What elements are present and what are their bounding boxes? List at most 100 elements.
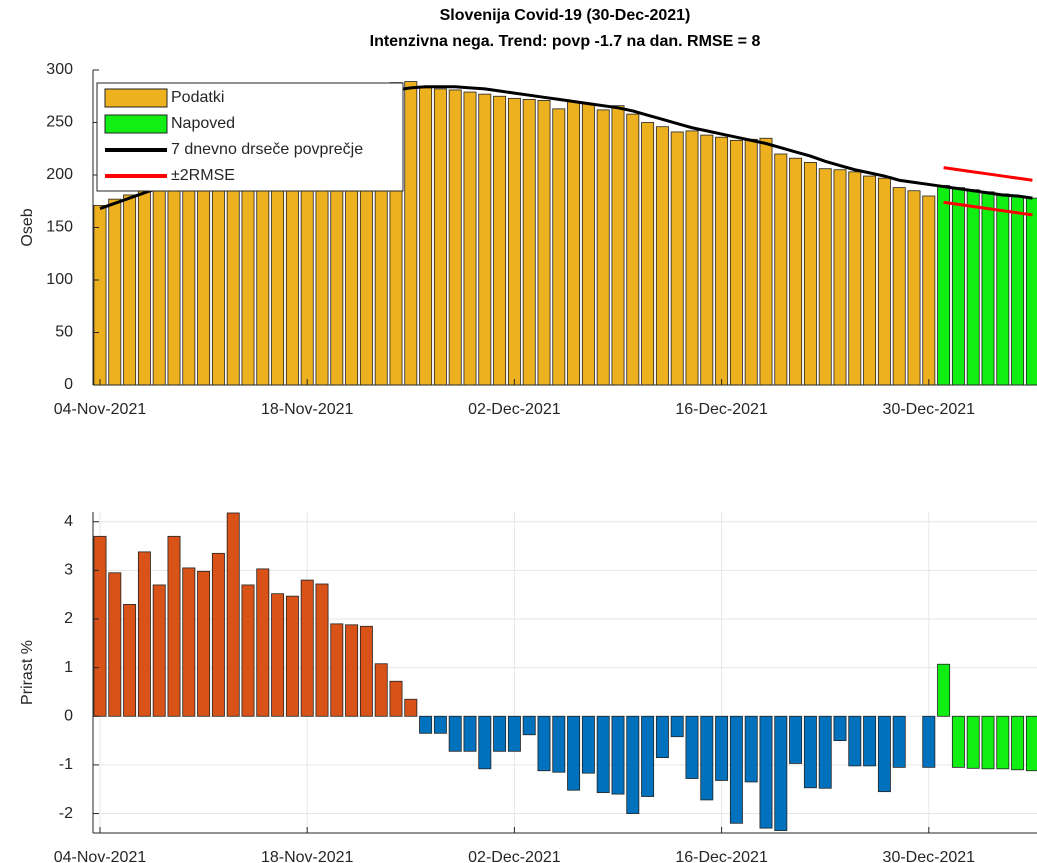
bar — [552, 108, 566, 386]
x-tick-label: 18-Nov-2021 — [261, 849, 354, 863]
y-tick-label: 50 — [55, 324, 73, 341]
bar — [951, 715, 965, 768]
bar — [759, 137, 773, 386]
chart-subtitle: Intenzivna nega. Trend: povp -1.7 na dan… — [370, 33, 761, 50]
bar — [226, 512, 240, 717]
bar — [300, 579, 314, 717]
y-axis-label: Prirast % — [19, 640, 36, 705]
bar — [759, 715, 773, 829]
y-tick-label: 4 — [64, 513, 73, 530]
bar — [863, 715, 877, 767]
y-tick-label: 3 — [64, 562, 73, 579]
x-tick-label: 30-Dec-2021 — [883, 849, 976, 863]
bar — [981, 191, 995, 386]
bar — [211, 552, 225, 717]
y-tick-label: -1 — [59, 756, 73, 773]
legend-swatch — [104, 114, 168, 134]
y-tick-label: 100 — [46, 271, 73, 288]
series-line — [943, 200, 1033, 217]
bar — [493, 95, 507, 386]
bar — [285, 595, 299, 717]
bar — [1011, 715, 1025, 771]
y-tick-label: 300 — [46, 61, 73, 78]
bar — [374, 663, 388, 717]
bar — [729, 715, 743, 824]
bar — [478, 93, 492, 386]
y-axis-label: Oseb — [19, 208, 36, 246]
y-tick-label: 250 — [46, 114, 73, 131]
x-tick-label: 04-Nov-2021 — [54, 401, 147, 418]
bar — [522, 99, 536, 386]
bar — [567, 101, 581, 386]
bar — [626, 715, 640, 814]
bar — [833, 715, 847, 741]
bar — [892, 715, 906, 768]
bar — [611, 715, 625, 795]
bar — [567, 715, 581, 791]
x-tick-label: 16-Dec-2021 — [675, 401, 768, 418]
bar — [1025, 197, 1037, 386]
bar — [345, 624, 359, 717]
bar — [182, 567, 196, 717]
legend-label: Podatki — [171, 89, 224, 106]
bar — [256, 568, 270, 717]
bar — [655, 126, 669, 386]
bar — [93, 205, 107, 386]
bar — [803, 161, 817, 386]
bar — [996, 715, 1010, 770]
bar — [123, 194, 137, 386]
bar — [670, 131, 684, 386]
bar — [774, 715, 788, 831]
bar — [996, 193, 1010, 386]
bar — [641, 715, 655, 797]
bar — [877, 715, 891, 793]
y-tick-label: 1 — [64, 659, 73, 676]
legend-label: 7 dnevno drseče povprečje — [171, 141, 363, 158]
bar — [581, 715, 595, 774]
bar — [596, 109, 610, 386]
x-tick-label: 04-Nov-2021 — [54, 849, 147, 863]
y-tick-label: 2 — [64, 610, 73, 627]
x-tick-label: 18-Nov-2021 — [261, 401, 354, 418]
y-tick-label: 0 — [64, 376, 73, 393]
bar — [315, 583, 329, 717]
bar — [507, 715, 521, 752]
bar — [951, 187, 965, 386]
bar — [359, 625, 373, 717]
bar — [966, 189, 980, 386]
bar — [848, 171, 862, 386]
bar — [744, 715, 758, 783]
bar — [789, 157, 803, 386]
bar — [182, 171, 196, 386]
bar — [330, 623, 344, 717]
bar — [789, 715, 803, 764]
y-tick-label: 200 — [46, 166, 73, 183]
bar — [433, 88, 447, 386]
bar — [448, 715, 462, 752]
bar — [197, 570, 211, 717]
bar — [522, 715, 536, 736]
bar — [818, 168, 832, 386]
bar — [463, 715, 477, 752]
bar — [552, 715, 566, 773]
bar — [655, 715, 669, 759]
bar — [137, 188, 151, 386]
legend-swatch — [104, 88, 168, 108]
bar — [966, 715, 980, 769]
y-tick-label: -2 — [59, 805, 73, 822]
bar — [937, 663, 951, 717]
bar — [1011, 195, 1025, 386]
bar — [167, 177, 181, 386]
bar — [108, 198, 122, 386]
bar — [626, 113, 640, 386]
bar — [670, 715, 684, 738]
bar — [715, 136, 729, 386]
bar — [197, 165, 211, 386]
y-tick-label: 0 — [64, 707, 73, 724]
bar — [537, 100, 551, 386]
bar — [404, 81, 418, 386]
bar — [641, 122, 655, 386]
bar — [152, 184, 166, 386]
y-tick-label: 150 — [46, 219, 73, 236]
